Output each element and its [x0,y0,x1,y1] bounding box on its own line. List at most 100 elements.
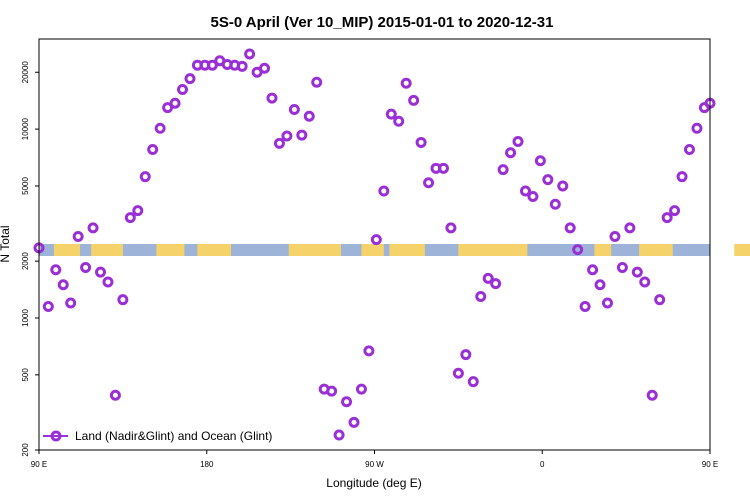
data-point [609,231,621,243]
data-point [601,297,613,309]
data-point [378,185,390,197]
x-tick-label: 90 E [702,460,718,469]
y-tick-label: 200 [21,443,30,457]
data-point [408,94,420,106]
data-point [132,205,144,217]
x-tick-label: 0 [540,460,545,469]
data-point [348,416,360,428]
data-point [109,389,121,401]
data-point [162,102,174,114]
band-land-segment [361,244,384,256]
data-point [646,389,658,401]
legend: Land (Nadir&Glint) and Ocean (Glint) [43,429,272,443]
data-point [147,143,159,155]
data-point [445,222,457,234]
data-point [579,301,591,313]
data-point [266,92,278,104]
band-land-segment [53,244,81,256]
data-point [311,76,323,88]
data-point [50,264,62,276]
data-point [572,244,584,256]
band-land-segment [734,244,750,256]
chart-title: 5S-0 April (Ver 10_MIP) 2015-01-01 to 20… [211,14,554,31]
data-point [273,137,285,149]
data-point [169,97,181,109]
data-point [80,262,92,274]
data-point [57,279,69,291]
data-point [259,62,271,74]
band-land-segment [458,244,528,256]
data-point [244,48,256,60]
band-land-segment [288,244,341,256]
data-point [95,266,107,278]
data-point [154,122,166,134]
data-point [519,185,531,197]
data-points [33,48,716,441]
y-axis: 200 500 1000 2000 5000 10000 20000 [21,61,39,457]
data-point [512,135,524,147]
y-tick-label: 20000 [21,61,30,84]
data-point [482,272,494,284]
data-point [341,396,353,408]
data-point [385,108,397,120]
x-axis-label: Longitude (deg E) [326,476,421,490]
data-point [281,130,293,142]
data-point [490,278,502,290]
data-point [676,171,688,183]
x-tick-label: 90 E [31,460,47,469]
data-point [333,429,345,441]
data-point [303,110,315,122]
data-point [691,122,703,134]
data-point [594,279,606,291]
data-point [124,212,136,224]
data-point [437,162,449,174]
x-tick-label: 90 W [365,460,384,469]
data-point [355,383,367,395]
y-tick-label: 10000 [21,117,30,140]
y-tick-label: 2000 [21,252,30,270]
data-point [206,59,218,71]
data-point [683,143,695,155]
data-point [639,276,651,288]
data-point [370,234,382,246]
data-point [661,212,673,224]
data-point [669,205,681,217]
data-point [102,276,114,288]
data-point [177,84,189,96]
data-point [415,136,427,148]
data-point [87,222,99,234]
data-point [616,262,628,274]
data-point [557,180,569,192]
y-tick-label: 5000 [21,177,30,195]
y-tick-label: 500 [21,368,30,382]
data-point [654,294,666,306]
data-point [42,301,54,313]
band-land-segment [594,244,612,256]
legend-label: Land (Nadir&Glint) and Ocean (Glint) [75,429,272,443]
data-point [452,367,464,379]
data-point [497,164,509,176]
data-point [65,297,77,309]
band-land-segment [91,244,123,256]
data-point [527,190,539,202]
data-point [400,77,412,89]
x-tick-label: 180 [200,460,214,469]
band-land-segment [389,244,425,256]
data-point [631,266,643,278]
data-point [72,231,84,243]
data-point [236,60,248,72]
band-land-segment [639,244,673,256]
band-land-segment [156,244,185,256]
data-point [467,376,479,388]
data-point [624,222,636,234]
surface-band [39,244,750,256]
data-point [139,171,151,183]
data-point [542,174,554,186]
legend-marker [50,430,62,442]
y-axis-label: N Total [0,225,12,262]
data-point [564,222,576,234]
data-point [423,177,435,189]
data-point [117,294,129,306]
data-point [288,104,300,116]
